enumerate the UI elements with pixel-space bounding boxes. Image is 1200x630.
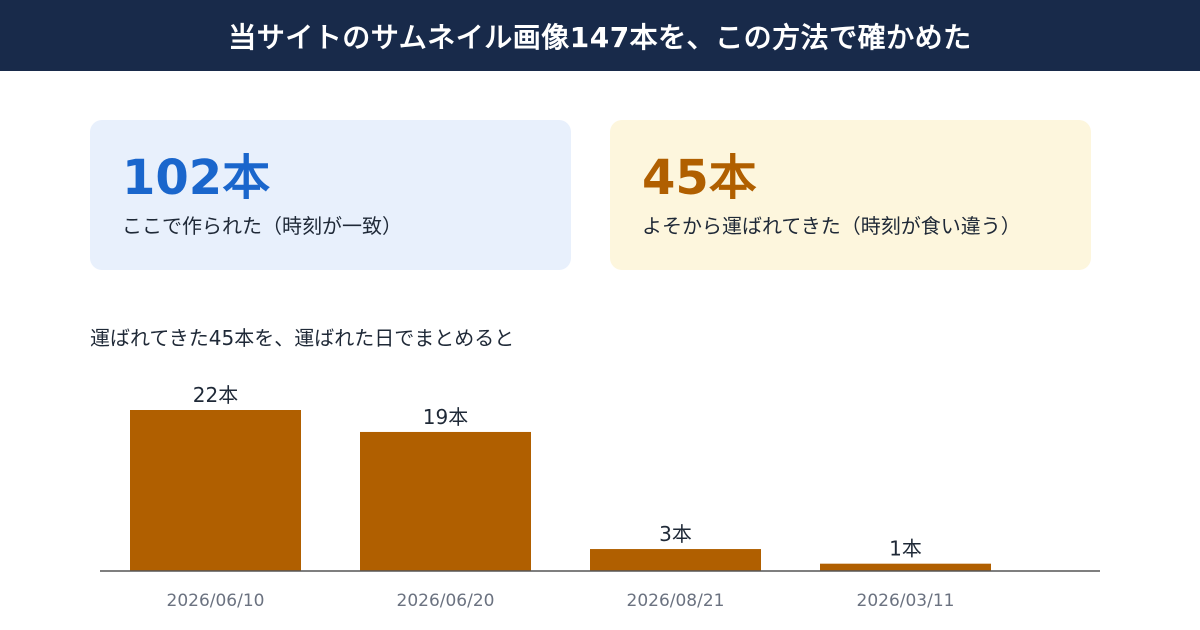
header-bar: 当サイトのサムネイル画像147本を、この方法で確かめた: [0, 0, 1200, 71]
bar-2026-06-10: [130, 410, 301, 571]
bar-2026-06-20: [360, 431, 531, 571]
local-count-value: 102本: [122, 150, 271, 206]
bar-value-label: 3本: [659, 522, 692, 546]
local-count-card: 102本 ここで作られた（時刻が一致）: [90, 120, 571, 270]
x-tick-label: 2026/06/20: [397, 591, 495, 611]
external-count-description: よそから運ばれてきた（時刻が食い違う）: [642, 214, 1021, 238]
x-tick-label: 2026/06/10: [167, 591, 265, 611]
bar-value-label: 22本: [193, 383, 238, 407]
bar-value-label: 1本: [889, 537, 922, 561]
bar-value-label: 19本: [423, 405, 468, 429]
x-tick-label: 2026/03/11: [857, 591, 955, 611]
local-count-description: ここで作られた（時刻が一致）: [122, 214, 402, 238]
bar-2026-03-11: [820, 563, 991, 571]
x-tick-label: 2026/08/21: [627, 591, 725, 611]
external-count-card: 45本 よそから運ばれてきた（時刻が食い違う）: [610, 120, 1091, 270]
page-title: 当サイトのサムネイル画像147本を、この方法で確かめた: [228, 20, 972, 54]
external-count-value: 45本: [642, 150, 757, 206]
chart-heading: 運ばれてきた45本を、運ばれた日でまとめると: [90, 326, 515, 350]
bar-2026-08-21: [590, 549, 761, 571]
